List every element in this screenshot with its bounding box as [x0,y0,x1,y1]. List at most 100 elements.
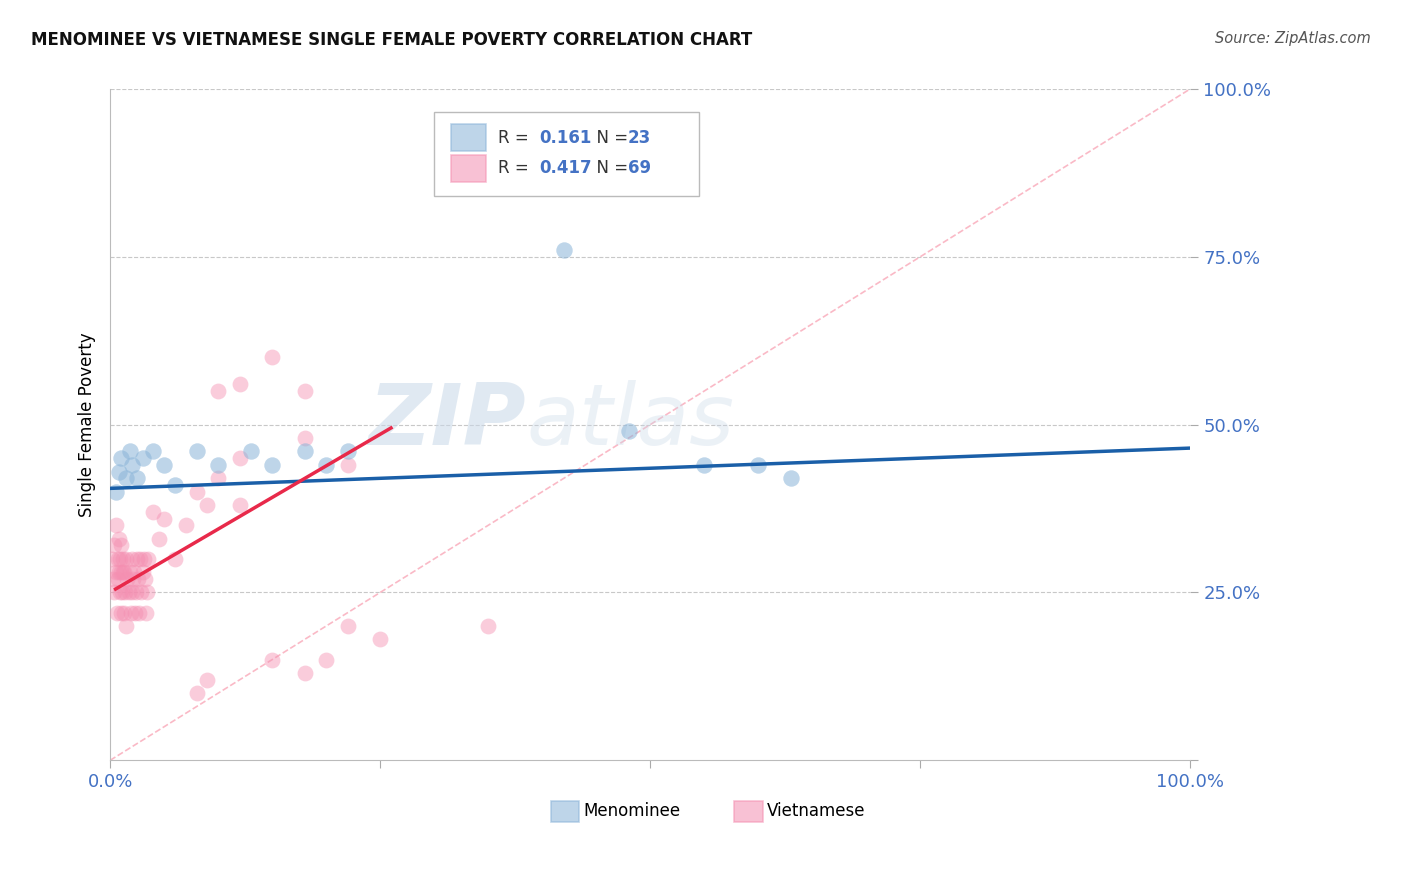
Point [131,585,153,599]
Point [115,471,138,485]
Point [107,572,129,586]
Point [239,444,262,458]
Point [163,552,186,566]
Text: MENOMINEE VS VIETNAMESE SINGLE FEMALE POVERTY CORRELATION CHART: MENOMINEE VS VIETNAMESE SINGLE FEMALE PO… [31,31,752,49]
Text: Source: ZipAtlas.com: Source: ZipAtlas.com [1215,31,1371,46]
Point [294,431,316,445]
Point [368,632,391,647]
Point [120,606,142,620]
Point [186,686,208,700]
Point [142,505,165,519]
Text: ZIP: ZIP [368,380,526,463]
Point [104,484,127,499]
Point [163,478,186,492]
Point [128,606,150,620]
Point [315,652,337,666]
FancyBboxPatch shape [451,154,486,182]
Point [108,552,131,566]
Point [315,458,337,472]
Point [107,532,129,546]
Point [477,619,499,633]
Point [127,471,149,485]
Point [112,566,135,580]
Point [229,498,252,512]
Point [110,606,132,620]
Point [112,566,135,580]
Point [122,566,145,580]
Text: N =: N = [586,159,634,178]
Point [118,444,141,458]
Point [105,606,128,620]
FancyBboxPatch shape [434,112,699,196]
Point [229,451,252,466]
Text: atlas: atlas [526,380,734,463]
Point [336,619,359,633]
Point [135,606,157,620]
Point [195,498,218,512]
Point [136,552,159,566]
Point [186,484,208,499]
Point [127,572,149,586]
Point [135,585,157,599]
Point [131,451,153,466]
Point [174,518,197,533]
Point [121,458,143,472]
Point [110,566,132,580]
Point [103,585,125,599]
Text: R =: R = [498,129,534,147]
Point [111,585,134,599]
Point [101,552,124,566]
Point [107,465,129,479]
Point [110,451,132,466]
Point [104,518,127,533]
Point [134,572,156,586]
Point [112,552,135,566]
Point [121,552,143,566]
Text: N =: N = [586,129,634,147]
Point [294,444,316,458]
Point [195,673,218,687]
Point [112,606,135,620]
Text: R =: R = [498,159,534,178]
Point [617,425,640,439]
Point [294,384,316,398]
Point [117,585,139,599]
Point [153,458,176,472]
Point [104,566,127,580]
Text: 23: 23 [627,129,651,147]
Point [125,585,148,599]
Point [229,377,252,392]
Point [124,606,146,620]
Point [110,538,132,552]
Point [336,458,359,472]
Point [118,566,141,580]
Text: 0.161: 0.161 [538,129,592,147]
Point [207,471,229,485]
Point [262,458,284,472]
Text: Menominee: Menominee [583,802,681,821]
Point [262,351,284,365]
Point [779,471,801,485]
Point [108,585,131,599]
Point [115,552,138,566]
Point [131,566,153,580]
Point [103,538,125,552]
Point [103,572,125,586]
Point [207,384,229,398]
Point [127,552,149,566]
FancyBboxPatch shape [551,801,579,822]
Point [553,243,575,257]
Point [114,585,136,599]
Point [207,458,229,472]
Text: 0.417: 0.417 [538,159,592,178]
Point [294,665,316,680]
Point [142,444,165,458]
Point [107,552,129,566]
Text: 69: 69 [627,159,651,178]
Point [153,511,176,525]
Point [262,652,284,666]
Point [148,532,170,546]
Point [747,458,769,472]
Y-axis label: Single Female Poverty: Single Female Poverty [79,333,96,516]
Point [107,566,129,580]
